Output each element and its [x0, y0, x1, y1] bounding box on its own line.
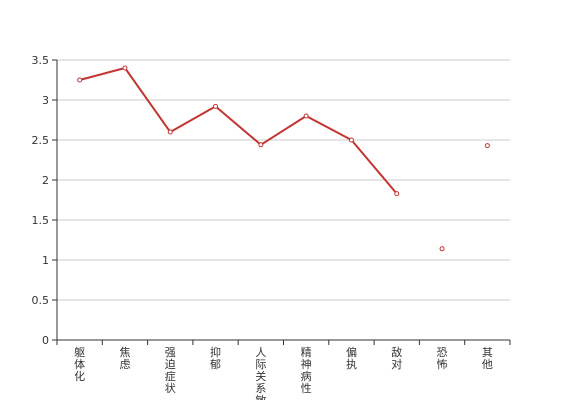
data-point[interactable] — [167, 129, 173, 135]
data-point[interactable] — [439, 246, 445, 252]
data-point[interactable] — [484, 143, 490, 149]
series-segment — [305, 115, 353, 141]
x-tick-label: 人际关系敏感 — [255, 346, 266, 400]
x-axis: 躯体化 焦虑 强迫症状 抑郁 人际关系敏感 精神病性 偏执 敌对 恐怖 其他 — [56, 339, 511, 400]
x-tick-label: 抑郁 — [210, 345, 221, 371]
series-segment — [169, 105, 217, 133]
data-point[interactable] — [77, 77, 83, 83]
y-tick-label: 0 — [42, 334, 49, 347]
series-line — [77, 65, 490, 252]
series-segment — [214, 105, 262, 146]
data-point[interactable] — [394, 191, 400, 197]
data-point[interactable] — [303, 113, 309, 119]
x-tick-label: 精神病性 — [301, 346, 312, 395]
x-tick-label: 强迫症状 — [165, 346, 176, 395]
series-segment — [350, 139, 398, 195]
y-tick-label: 3 — [42, 94, 49, 107]
x-tick-label: 焦虑 — [119, 346, 130, 371]
y-tick-label: 0.5 — [32, 294, 50, 307]
grid-lines — [57, 59, 510, 301]
series-segment — [259, 115, 308, 146]
y-tick-label: 2.5 — [32, 134, 50, 147]
series-segment — [123, 67, 172, 133]
x-tick-label: 恐怖 — [437, 346, 448, 371]
y-axis: 0 0.5 1 1.5 2 2.5 3 3.5 — [32, 54, 58, 347]
y-tick-label: 2 — [42, 174, 49, 187]
y-tick-label: 1 — [42, 254, 49, 267]
y-tick-label: 1.5 — [32, 214, 50, 227]
series-segment — [78, 67, 126, 81]
data-point[interactable] — [122, 65, 128, 71]
x-tick-label: 敌对 — [391, 345, 402, 371]
y-tick-label: 3.5 — [32, 54, 50, 67]
x-tick-label: 躯体化 — [74, 346, 85, 383]
data-point[interactable] — [213, 103, 219, 109]
data-point[interactable] — [258, 142, 264, 148]
x-tick-label: 其他 — [482, 346, 493, 371]
data-point[interactable] — [348, 137, 354, 143]
x-tick-label: 偏执 — [346, 345, 357, 371]
